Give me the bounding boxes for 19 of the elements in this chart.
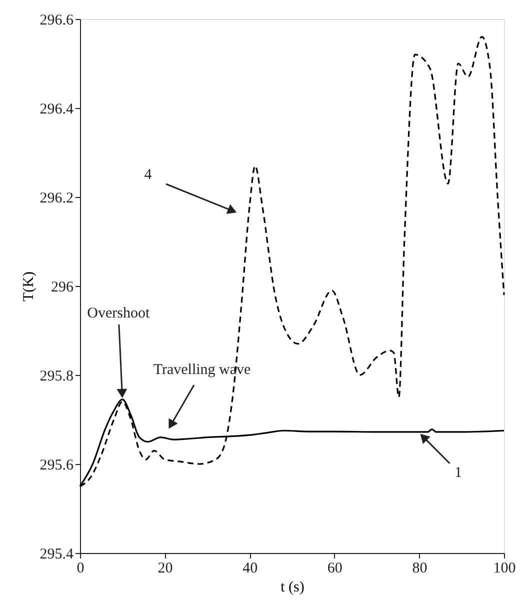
annotation: Travelling wave [153, 362, 252, 378]
x-axis-title: t (s) [280, 580, 304, 596]
x-tick-label: 80 [412, 560, 428, 576]
y-tick-label: 296.2 [40, 190, 74, 206]
x-tick-label: 0 [76, 560, 84, 576]
x-tick-label: 60 [327, 560, 342, 576]
y-tick-label: 295.8 [40, 368, 74, 384]
annotation: 4 [144, 167, 152, 183]
y-axis-title: T(K) [20, 272, 37, 302]
y-tick-label: 296 [51, 280, 74, 296]
y-tick-label: 295.6 [40, 458, 74, 474]
y-tick-label: 295.4 [40, 546, 74, 562]
annotation: 1 [454, 464, 462, 481]
y-tick-label: 296.4 [40, 102, 74, 118]
x-tick-label: 40 [242, 560, 258, 576]
y-tick-label: 296.6 [40, 12, 74, 28]
x-tick-label: 20 [158, 560, 173, 576]
x-tick-label: 100 [493, 560, 516, 576]
annotation: Overshoot [87, 305, 150, 322]
